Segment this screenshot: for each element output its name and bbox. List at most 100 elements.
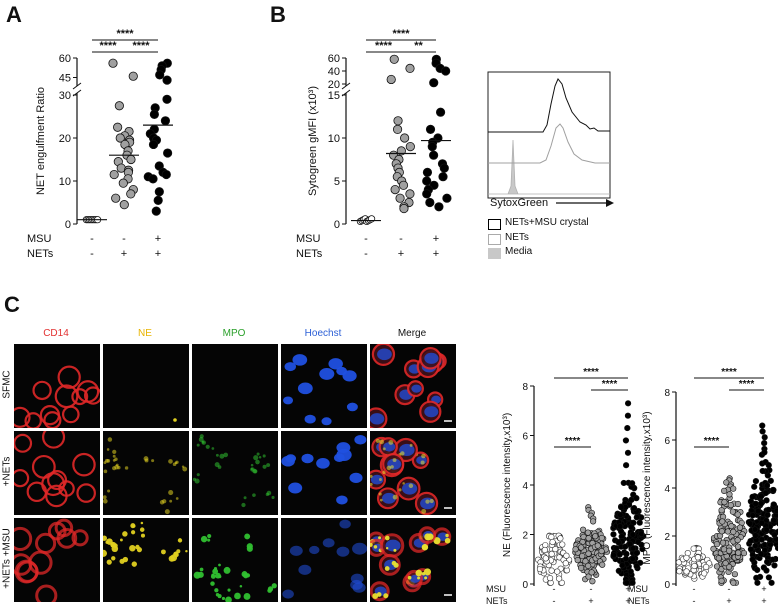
row-label-msu: MSU bbox=[486, 584, 506, 594]
y-axis-label: Sytogreen gMFI (x10³) bbox=[307, 86, 319, 196]
significance-label: **** bbox=[583, 367, 599, 378]
data-point bbox=[757, 500, 765, 507]
data-point bbox=[703, 563, 710, 571]
data-point bbox=[752, 526, 759, 533]
data-point bbox=[721, 487, 728, 494]
data-point bbox=[592, 533, 599, 540]
data-point bbox=[118, 178, 128, 188]
microscopy-image bbox=[103, 344, 189, 428]
data-point bbox=[718, 528, 725, 535]
legend-label-nets: NETs bbox=[505, 232, 529, 243]
data-point bbox=[622, 555, 630, 562]
data-point bbox=[536, 565, 544, 573]
data-point bbox=[752, 532, 759, 539]
data-point bbox=[726, 547, 733, 554]
data-point bbox=[422, 189, 432, 199]
y-tick-label: 4 bbox=[522, 481, 528, 492]
panel-letter-a: A bbox=[6, 2, 22, 27]
data-point bbox=[429, 78, 439, 88]
data-point bbox=[633, 562, 640, 570]
data-point bbox=[610, 552, 617, 559]
data-point bbox=[623, 462, 630, 469]
data-point bbox=[619, 562, 626, 569]
msu-sign: + bbox=[761, 584, 766, 594]
data-point bbox=[630, 505, 638, 512]
data-point bbox=[395, 193, 405, 203]
data-point bbox=[618, 504, 625, 511]
data-point bbox=[616, 551, 623, 558]
data-point bbox=[629, 531, 636, 538]
data-point bbox=[638, 530, 645, 537]
data-point bbox=[162, 94, 172, 104]
msu-sign: + bbox=[433, 233, 439, 245]
data-point bbox=[770, 486, 777, 494]
msu-sign: - bbox=[364, 233, 368, 245]
data-point bbox=[759, 422, 766, 429]
significance-label: **** bbox=[132, 40, 150, 52]
data-point bbox=[722, 560, 729, 567]
row-label-msu: MSU bbox=[296, 233, 321, 245]
y-tick-label: 60 bbox=[59, 53, 71, 65]
data-point bbox=[734, 537, 741, 544]
data-point bbox=[727, 502, 734, 509]
y-tick-label: 20 bbox=[59, 133, 71, 145]
data-point bbox=[615, 539, 622, 546]
data-point bbox=[718, 507, 725, 514]
data-point bbox=[442, 193, 452, 203]
legend-label-media: Media bbox=[505, 246, 533, 257]
data-point bbox=[633, 495, 640, 502]
msu-sign: - bbox=[590, 584, 593, 594]
y-tick-label: 6 bbox=[664, 436, 670, 447]
data-point bbox=[683, 554, 690, 562]
y-tick-label: 60 bbox=[328, 53, 340, 65]
data-point bbox=[713, 541, 721, 548]
microscopy-cells bbox=[370, 526, 452, 602]
data-point bbox=[694, 554, 702, 561]
data-point bbox=[126, 189, 136, 199]
microscopy-image bbox=[281, 431, 367, 515]
data-point bbox=[766, 536, 773, 543]
data-point bbox=[615, 567, 622, 574]
data-point bbox=[153, 195, 163, 205]
data-point bbox=[108, 58, 118, 68]
significance-label: **** bbox=[99, 40, 117, 52]
msu-sign: + bbox=[625, 584, 630, 594]
data-point bbox=[589, 518, 597, 525]
data-point bbox=[386, 74, 396, 85]
nets-sign: + bbox=[588, 596, 593, 606]
data-point bbox=[435, 107, 446, 117]
microscopy-image bbox=[370, 518, 456, 602]
data-point bbox=[754, 508, 762, 515]
data-point bbox=[753, 574, 760, 581]
nets-sign: + bbox=[121, 248, 127, 260]
data-point bbox=[724, 528, 731, 535]
microscopy-image bbox=[192, 431, 278, 515]
data-point bbox=[758, 551, 765, 558]
data-point bbox=[162, 75, 172, 85]
data-point bbox=[765, 462, 772, 469]
data-point bbox=[747, 546, 754, 553]
data-point bbox=[751, 483, 758, 490]
data-point bbox=[773, 507, 778, 514]
data-point bbox=[758, 536, 765, 543]
data-point bbox=[771, 531, 778, 538]
significance-label: **** bbox=[739, 379, 755, 390]
data-point bbox=[622, 543, 629, 550]
data-point bbox=[114, 101, 124, 111]
legend-swatch-nets bbox=[488, 234, 501, 245]
data-point bbox=[400, 133, 410, 143]
microscopy-cells bbox=[192, 434, 275, 508]
microscopy-cells bbox=[173, 418, 177, 422]
data-point bbox=[752, 478, 759, 485]
data-point bbox=[610, 531, 617, 538]
row-label-nets: NETs bbox=[628, 596, 650, 606]
microscopy-column-header: Merge bbox=[397, 328, 427, 339]
data-point bbox=[554, 568, 561, 575]
msu-sign: - bbox=[399, 233, 403, 245]
nets-sign: + bbox=[155, 248, 161, 260]
data-point bbox=[734, 500, 742, 508]
data-point bbox=[128, 71, 138, 81]
data-point bbox=[770, 517, 777, 524]
